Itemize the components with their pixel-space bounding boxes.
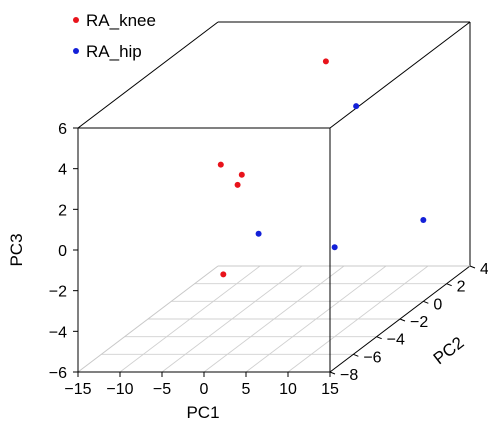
y-tick-label: −2 [410, 314, 428, 331]
y-tick [376, 336, 382, 340]
legend-marker-ra-hip [73, 48, 79, 54]
x-tick-label: −15 [64, 381, 91, 398]
y-tick-label: −8 [340, 367, 358, 384]
data-point-ra-hip [420, 217, 427, 223]
x-tick-label: 10 [279, 381, 297, 398]
data-points [217, 58, 427, 278]
data-point-ra-hip [353, 103, 360, 110]
legend-label-ra-knee: RA_knee [86, 11, 156, 30]
z-tick-label: −6 [49, 365, 67, 382]
y-tick [399, 318, 406, 322]
z-tick-label: 2 [58, 202, 67, 219]
x-tick-label: −10 [106, 381, 133, 398]
z-tick-label: −4 [49, 324, 67, 341]
y-tick [353, 353, 359, 357]
x-axis-title: PC1 [186, 403, 219, 422]
z-tick-label: 0 [58, 243, 67, 260]
box-edge [77, 265, 219, 373]
y-tick [329, 371, 336, 375]
z-tick-label: 6 [58, 121, 67, 138]
y-tick-label: −6 [363, 349, 381, 366]
floor-grid [101, 265, 447, 373]
box-edge [329, 21, 471, 129]
y-tick-label: 2 [457, 279, 466, 296]
legend: RA_knee RA_hip [73, 11, 156, 61]
x-tick-label: 5 [242, 381, 251, 398]
data-point-ra-knee [217, 161, 224, 168]
box-edge [77, 21, 219, 129]
data-point-ra-knee [234, 181, 241, 188]
y-tick [469, 265, 476, 269]
y-tick-label: −4 [387, 332, 405, 349]
data-point-ra-hip [331, 244, 338, 251]
data-point-ra-knee [238, 171, 245, 178]
x-tick-label: 15 [321, 381, 339, 398]
data-point-ra-knee [220, 271, 227, 278]
z-axis-title: PC3 [7, 233, 26, 266]
y-tick [423, 300, 429, 304]
data-point-ra-knee [322, 58, 329, 65]
z-tick-label: 4 [58, 162, 67, 179]
x-tick-label: 0 [200, 381, 209, 398]
y-tick-label: 4 [480, 261, 488, 278]
box-front-edges [77, 127, 331, 373]
y-tick-label: 0 [433, 296, 442, 313]
y-tick [446, 283, 452, 287]
legend-marker-ra-knee [73, 17, 79, 23]
y-axis-title: PC2 [430, 333, 468, 368]
data-point-ra-hip [255, 230, 262, 237]
x-tick-label: −5 [153, 381, 171, 398]
legend-label-ra-hip: RA_hip [86, 42, 142, 61]
z-tick-label: −2 [49, 284, 67, 301]
